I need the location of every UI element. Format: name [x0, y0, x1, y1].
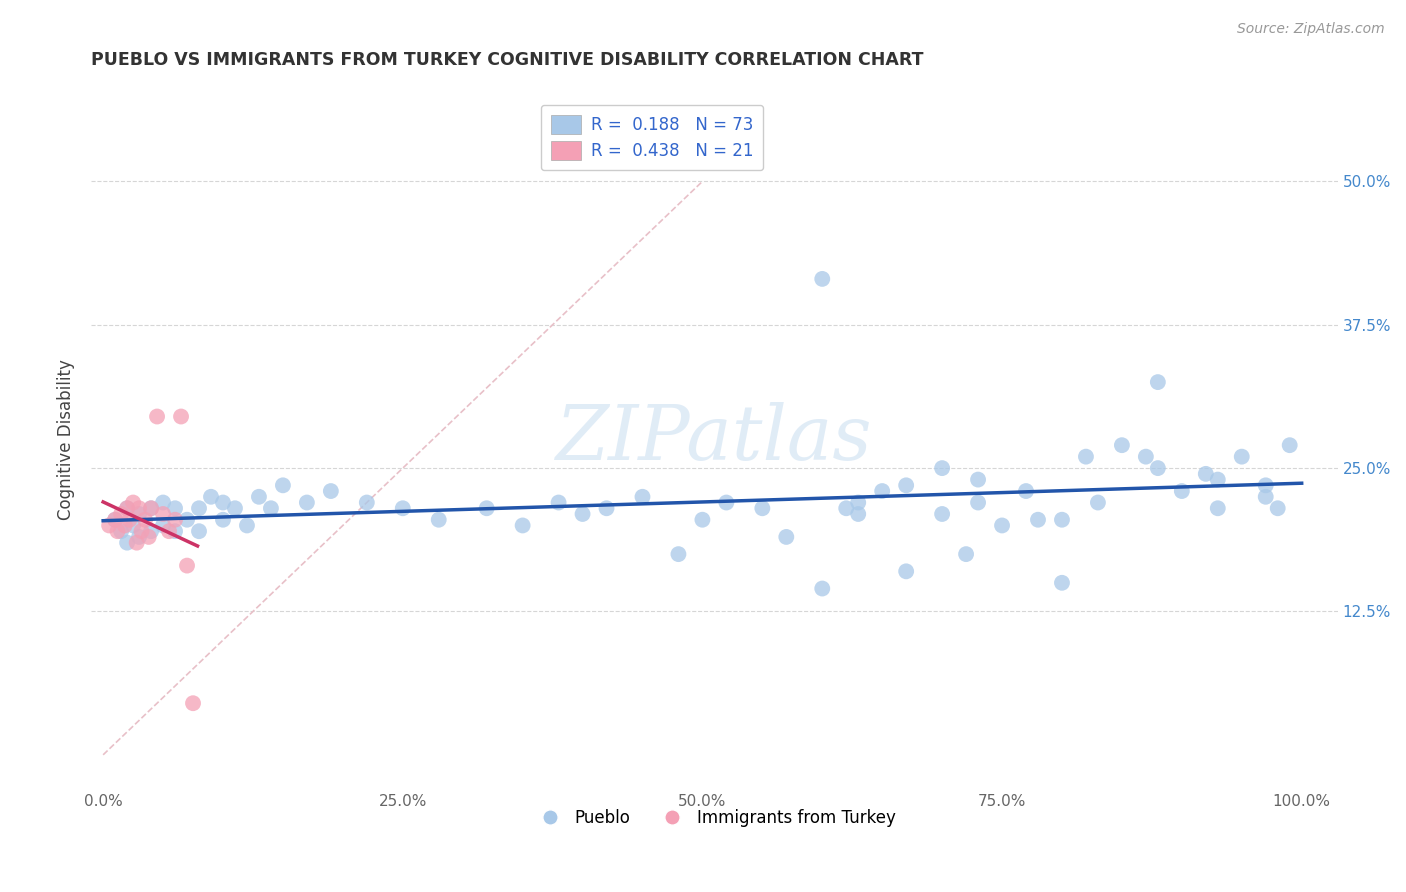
Point	[271, 478, 294, 492]
Point	[138, 530, 160, 544]
Point	[200, 490, 222, 504]
Point	[146, 409, 169, 424]
Point	[894, 565, 917, 579]
Point	[104, 513, 127, 527]
Point	[98, 518, 121, 533]
Point	[107, 524, 129, 539]
Point	[152, 518, 174, 533]
Point	[391, 501, 413, 516]
Point	[775, 530, 797, 544]
Point	[212, 513, 235, 527]
Point	[1015, 484, 1038, 499]
Point	[1087, 495, 1109, 509]
Point	[931, 461, 953, 475]
Point	[427, 513, 450, 527]
Point	[595, 501, 617, 516]
Point	[571, 507, 593, 521]
Point	[692, 513, 714, 527]
Point	[811, 582, 834, 596]
Point	[114, 518, 136, 533]
Point	[1147, 461, 1170, 475]
Point	[125, 535, 148, 549]
Point	[1135, 450, 1157, 464]
Point	[811, 272, 834, 286]
Point	[1147, 375, 1170, 389]
Point	[224, 501, 246, 516]
Point	[165, 524, 187, 539]
Point	[1111, 438, 1133, 452]
Point	[139, 501, 162, 516]
Point	[260, 501, 283, 516]
Point	[668, 547, 690, 561]
Point	[152, 507, 174, 521]
Point	[176, 558, 198, 573]
Point	[1254, 478, 1277, 492]
Point	[247, 490, 270, 504]
Point	[955, 547, 977, 561]
Point	[110, 507, 132, 521]
Point	[547, 495, 569, 509]
Text: Source: ZipAtlas.com: Source: ZipAtlas.com	[1237, 22, 1385, 37]
Point	[139, 501, 162, 516]
Point	[295, 495, 318, 509]
Point	[128, 530, 150, 544]
Point	[181, 696, 204, 710]
Point	[115, 501, 138, 516]
Point	[115, 535, 138, 549]
Point	[128, 507, 150, 521]
Point	[118, 513, 141, 527]
Point	[131, 524, 153, 539]
Point	[188, 501, 211, 516]
Point	[236, 518, 259, 533]
Point	[475, 501, 498, 516]
Point	[835, 501, 858, 516]
Point	[1026, 513, 1049, 527]
Point	[1050, 513, 1073, 527]
Point	[1171, 484, 1194, 499]
Text: ZIPatlas: ZIPatlas	[557, 402, 873, 476]
Point	[716, 495, 738, 509]
Point	[212, 495, 235, 509]
Point	[128, 501, 150, 516]
Text: PUEBLO VS IMMIGRANTS FROM TURKEY COGNITIVE DISABILITY CORRELATION CHART: PUEBLO VS IMMIGRANTS FROM TURKEY COGNITI…	[91, 51, 924, 69]
Point	[134, 513, 156, 527]
Point	[751, 501, 773, 516]
Point	[894, 478, 917, 492]
Point	[170, 409, 193, 424]
Point	[512, 518, 534, 533]
Point	[122, 495, 145, 509]
Point	[1206, 501, 1229, 516]
Legend: Pueblo, Immigrants from Turkey: Pueblo, Immigrants from Turkey	[526, 802, 903, 833]
Point	[1050, 575, 1073, 590]
Point	[870, 484, 893, 499]
Point	[631, 490, 654, 504]
Point	[165, 501, 187, 516]
Point	[356, 495, 378, 509]
Point	[1074, 450, 1097, 464]
Point	[122, 518, 145, 533]
Y-axis label: Cognitive Disability: Cognitive Disability	[58, 359, 75, 520]
Point	[846, 507, 869, 521]
Point	[1254, 490, 1277, 504]
Point	[139, 524, 162, 539]
Point	[1278, 438, 1301, 452]
Point	[1267, 501, 1289, 516]
Point	[846, 495, 869, 509]
Point	[1230, 450, 1253, 464]
Point	[157, 524, 180, 539]
Point	[115, 501, 138, 516]
Point	[931, 507, 953, 521]
Point	[1206, 473, 1229, 487]
Point	[1195, 467, 1218, 481]
Point	[165, 513, 187, 527]
Point	[967, 495, 990, 509]
Point	[176, 513, 198, 527]
Point	[152, 495, 174, 509]
Point	[110, 524, 132, 539]
Point	[319, 484, 342, 499]
Point	[991, 518, 1014, 533]
Point	[188, 524, 211, 539]
Point	[967, 473, 990, 487]
Point	[104, 513, 127, 527]
